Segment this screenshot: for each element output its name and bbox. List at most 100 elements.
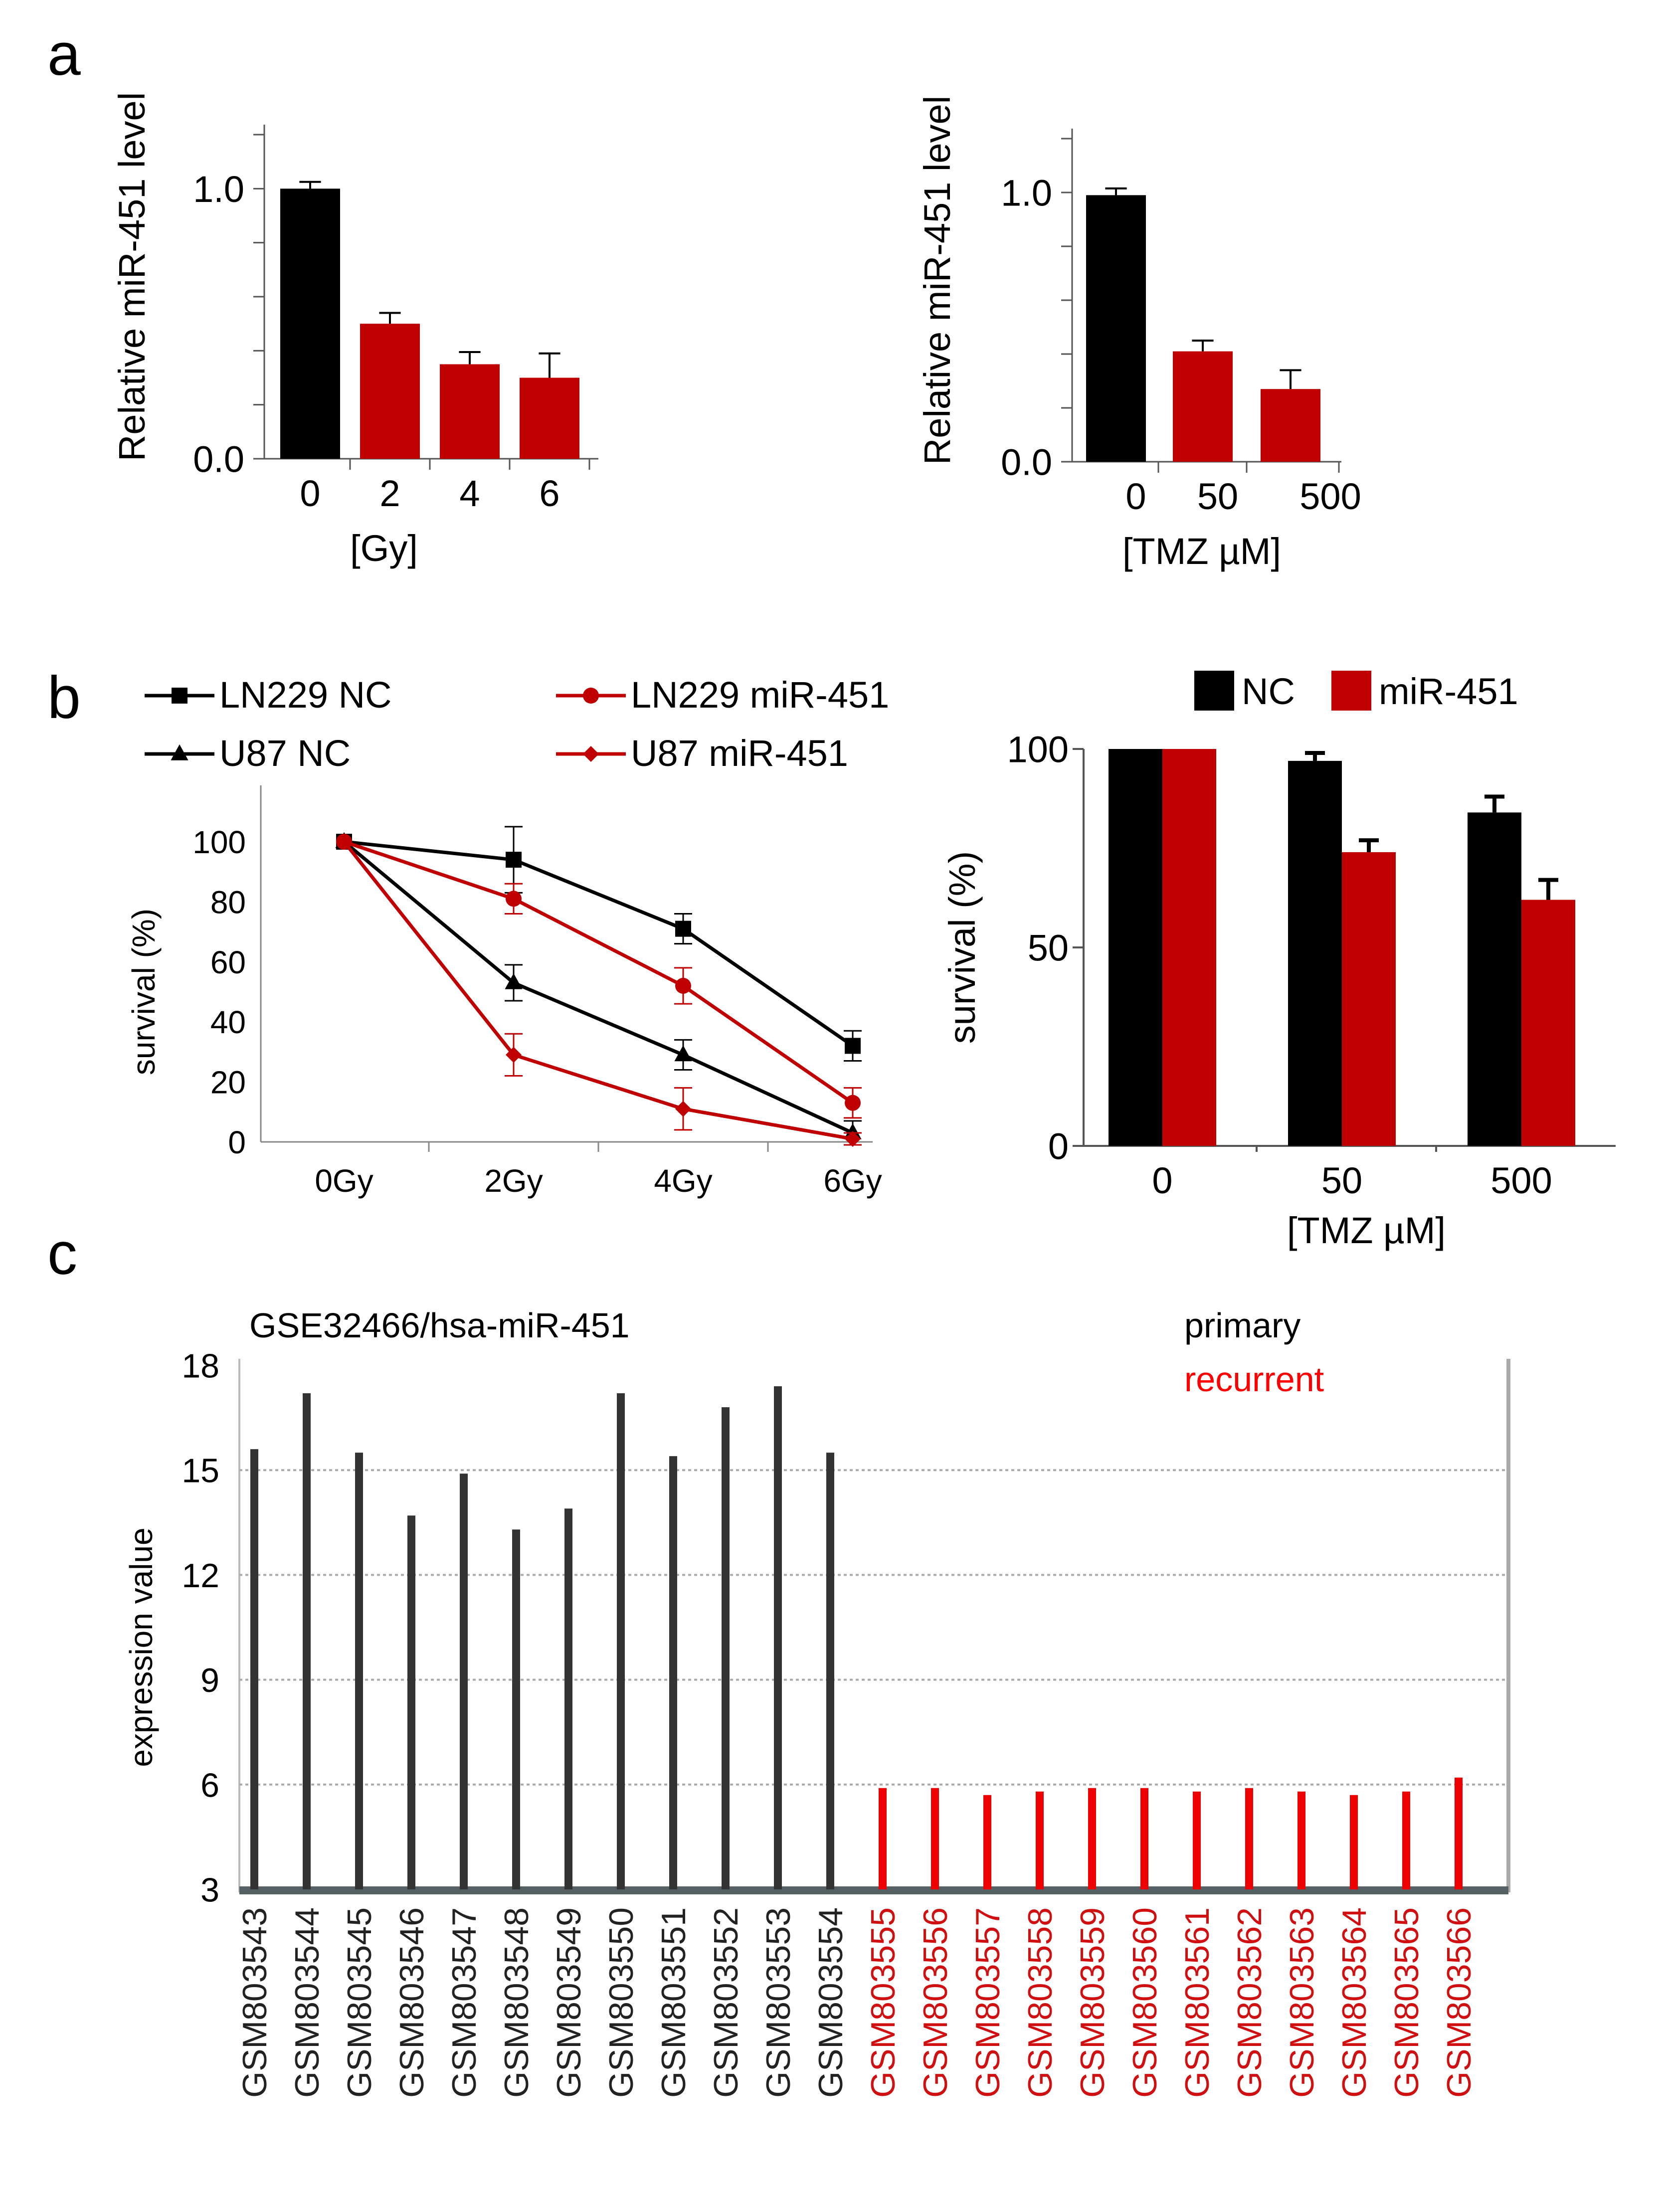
x-category-label: GSM803545 [341, 1907, 378, 2098]
data-point [674, 1045, 692, 1062]
y-axis-title: survival (%) [941, 851, 983, 1044]
y-tick-label: 20 [210, 1065, 246, 1101]
x-category-label: GSM803543 [236, 1907, 274, 2098]
x-category-label: 0 [300, 473, 320, 514]
x-category-label: 4 [459, 473, 480, 514]
chart-c: 3 6 9 12 15 18 expression value GSE32466/hsa-mi… [123, 1306, 1510, 2098]
legend-swatch [1331, 671, 1371, 711]
x-category-label: 500 [1299, 476, 1361, 517]
x-category-label: GSM803551 [655, 1907, 693, 2098]
bar [1261, 389, 1320, 462]
x-axis-title: [Gy] [350, 528, 418, 569]
bar [774, 1386, 782, 1889]
bar [1342, 852, 1396, 1146]
data-point [171, 744, 188, 760]
data-point [675, 977, 691, 994]
panel-label-c: c [47, 1220, 77, 1287]
x-category-label: GSM803555 [864, 1907, 902, 2098]
x-category-label: 4Gy [654, 1163, 712, 1199]
legend-label: LN229 NC [219, 674, 392, 716]
bar [617, 1393, 625, 1889]
x-category-label: GSM803554 [812, 1907, 850, 2098]
x-category-label: 50 [1197, 476, 1238, 517]
y-tick-label: 0.0 [193, 439, 244, 480]
y-tick-label: 50 [1028, 927, 1069, 969]
x-category-label: 0 [1152, 1160, 1172, 1201]
series-line [344, 840, 854, 1048]
bar [303, 1393, 311, 1889]
bar [1245, 1788, 1253, 1889]
bar [1162, 749, 1216, 1146]
x-category-label: GSM803564 [1335, 1907, 1373, 2098]
bar [520, 377, 579, 459]
chart-a2: 0.0 1.0 0 50 500 [TMZ µM] Relative miR-451 lev… [917, 96, 1361, 572]
bar [669, 1456, 677, 1889]
data-point [845, 1038, 861, 1054]
bar [407, 1515, 415, 1889]
legend-label: recurrent [1184, 1360, 1324, 1399]
x-category-label: GSM803559 [1074, 1907, 1112, 2098]
x-category-label: GSM803552 [707, 1907, 745, 2098]
legend-label: U87 miR-451 [631, 733, 848, 774]
bar [460, 1474, 468, 1889]
x-category-label: 2Gy [484, 1163, 543, 1199]
y-tick-label: 18 [182, 1347, 219, 1385]
data-point [583, 746, 599, 762]
data-point [506, 891, 522, 907]
data-point [172, 688, 187, 704]
bar [826, 1453, 834, 1889]
bar [280, 188, 340, 459]
y-tick-label: 60 [210, 944, 246, 980]
x-category-label: GSM803558 [1021, 1907, 1059, 2098]
bar [360, 324, 420, 459]
x-category-label: GSM803553 [759, 1907, 797, 2098]
legend-label: U87 NC [219, 733, 351, 774]
series-line [343, 840, 854, 1135]
x-category-label: 2 [379, 473, 400, 514]
bar [879, 1788, 887, 1889]
x-category-label: 500 [1490, 1160, 1552, 1201]
y-tick-label: 1.0 [1001, 173, 1052, 214]
x-axis-title: [TMZ µM] [1287, 1210, 1446, 1251]
bar [1086, 195, 1146, 462]
chart-b2: 0 50 100 survival (%) 0 50 500 [TMZ µM] NC miR-45… [941, 671, 1616, 1251]
legend-label: NC [1242, 671, 1295, 712]
bar [1455, 1777, 1463, 1889]
x-category-label: GSM803544 [288, 1907, 326, 2098]
data-point [506, 1047, 522, 1063]
y-axis-title: survival (%) [126, 909, 162, 1075]
y-tick-label: 0.0 [1001, 442, 1052, 483]
y-tick-label: 1.0 [193, 169, 244, 210]
bar [440, 364, 500, 459]
bar [1173, 351, 1233, 462]
bar [1298, 1791, 1305, 1889]
x-category-label: GSM803550 [602, 1907, 640, 2098]
x-category-label: GSM803561 [1178, 1907, 1216, 2098]
x-category-label: GSM803547 [445, 1907, 483, 2098]
y-tick-label: 6 [200, 1766, 219, 1804]
y-tick-label: 15 [182, 1452, 219, 1490]
y-tick-label: 9 [200, 1661, 219, 1699]
data-point [583, 688, 599, 704]
x-axis-title: [TMZ µM] [1122, 531, 1281, 572]
data-point [505, 973, 523, 989]
x-category-label: GSM803557 [969, 1907, 1007, 2098]
x-category-label: GSM803556 [917, 1907, 954, 2098]
y-tick-label: 40 [210, 1004, 246, 1040]
panel-label-b: b [47, 664, 81, 731]
bar [512, 1529, 520, 1889]
bar [355, 1453, 363, 1889]
x-category-label: 0Gy [315, 1163, 373, 1199]
bar [1088, 1788, 1096, 1889]
bar [1193, 1791, 1201, 1889]
x-axis-band [239, 1886, 1508, 1894]
x-category-label: 6 [539, 473, 559, 514]
x-category-label: 50 [1321, 1160, 1362, 1201]
bar [1468, 812, 1521, 1146]
chart-title: GSE32466/hsa-miR-451 [249, 1306, 630, 1345]
bar [1109, 749, 1162, 1146]
bar [931, 1788, 939, 1889]
bar [1521, 900, 1575, 1146]
bar [1288, 760, 1342, 1146]
data-point [506, 852, 522, 868]
